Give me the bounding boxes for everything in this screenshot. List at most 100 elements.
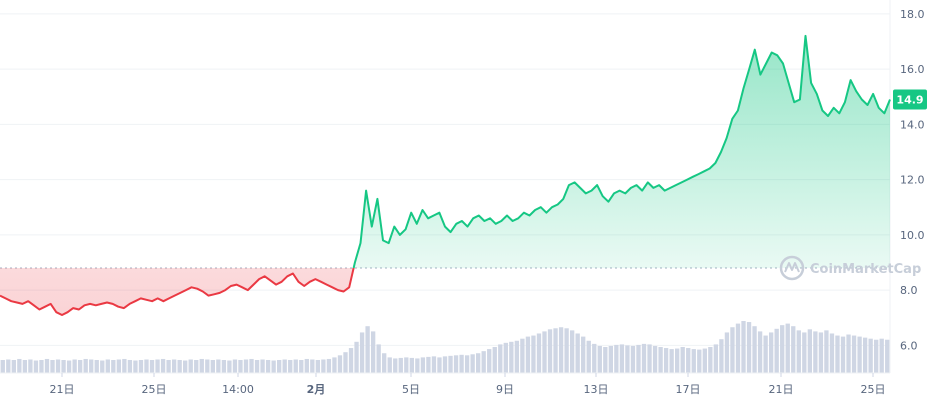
volume-bar <box>11 360 16 373</box>
volume-bar <box>33 360 39 373</box>
volume-bar <box>420 357 426 373</box>
volume-bar <box>536 333 542 373</box>
volume-bar <box>404 357 409 373</box>
volume-bar <box>868 338 873 373</box>
volume-bar <box>476 353 481 373</box>
volume-bar <box>597 345 602 373</box>
volume-bar <box>260 359 265 373</box>
volume-bar <box>94 360 99 373</box>
volume-bar <box>127 360 133 373</box>
volume-bar <box>857 336 862 373</box>
volume-bar <box>647 344 652 373</box>
volume-bar <box>735 323 741 373</box>
y-axis: 6.0 8.0 10.0 12.0 14.0 16.0 18.0 <box>900 8 925 353</box>
volume-bar <box>133 360 138 373</box>
volume-bar <box>249 358 254 373</box>
volume-bar <box>509 341 514 373</box>
volume-bar <box>359 332 365 373</box>
volume-bar <box>227 360 232 373</box>
volume-bar <box>724 332 730 373</box>
y-tick-label: 18.0 <box>900 8 925 21</box>
volume-bar <box>28 359 33 373</box>
volume-bar <box>387 357 392 373</box>
volume-bar <box>663 348 669 373</box>
x-tick-label: 13日 <box>584 383 609 396</box>
volume-bar <box>702 348 707 373</box>
volume-bar <box>829 333 835 373</box>
volume-bar <box>177 360 182 373</box>
y-tick-label: 14.0 <box>900 118 925 131</box>
current-price-badge-background <box>893 89 927 110</box>
volume-bar <box>652 345 658 373</box>
volume-bar <box>885 339 890 373</box>
volume-bar <box>293 359 298 373</box>
volume-bar <box>862 337 868 373</box>
price-area-down <box>0 268 354 315</box>
volume-bar <box>144 359 149 373</box>
volume-bar <box>83 358 88 373</box>
volume-bar <box>188 359 193 373</box>
volume-bar <box>299 360 304 373</box>
volume-bar <box>183 360 188 373</box>
volume-bar <box>846 334 851 373</box>
volume-bar <box>586 340 591 373</box>
volume-bar <box>116 359 122 373</box>
volume-bar <box>149 360 155 373</box>
y-tick-label: 6.0 <box>900 339 918 352</box>
y-tick-label: 10.0 <box>900 229 925 242</box>
volume-bars <box>0 321 890 373</box>
volume-bar <box>50 360 55 373</box>
volume-bar <box>464 355 470 373</box>
volume-bar <box>122 358 127 373</box>
volume-bar <box>39 360 44 373</box>
volume-bar <box>680 347 685 373</box>
volume-bar <box>0 360 5 373</box>
volume-bar <box>547 329 553 373</box>
x-axis: 21日 25日 14:00 2月 5日 9日 13日 17日 21日 25日 <box>0 372 890 396</box>
volume-bar <box>757 331 763 373</box>
volume-bar <box>398 357 403 373</box>
volume-bar <box>625 345 630 373</box>
volume-bar <box>658 347 663 373</box>
volume-bar <box>409 357 414 373</box>
volume-bar <box>415 358 420 373</box>
volume-bar <box>453 355 459 373</box>
volume-bar <box>487 349 492 373</box>
volume-bar <box>77 360 83 373</box>
x-tick-label: 5日 <box>402 383 420 396</box>
volume-bar <box>210 360 215 373</box>
volume-bar <box>288 360 293 373</box>
x-tick-label: 9日 <box>496 383 514 396</box>
volume-bar <box>431 356 437 373</box>
volume-bar <box>6 359 11 373</box>
volume-bar <box>66 360 72 373</box>
volume-bar <box>879 338 884 373</box>
volume-bar <box>459 354 464 373</box>
volume-bar <box>17 358 22 373</box>
volume-bar <box>569 330 575 373</box>
volume-bar <box>785 323 790 373</box>
volume-bar <box>763 335 768 373</box>
current-price-label: 14.9 <box>896 93 923 106</box>
volume-bar <box>315 360 321 373</box>
volume-bar <box>55 359 61 373</box>
volume-bar <box>442 356 448 373</box>
volume-bar <box>232 359 238 373</box>
watermark-label: CoinMarketCap <box>810 262 921 277</box>
volume-bar <box>205 359 210 373</box>
volume-bar <box>636 344 641 373</box>
volume-bar <box>310 359 315 373</box>
volume-bar <box>105 359 110 373</box>
volume-bar <box>791 326 796 373</box>
volume-bar <box>697 349 702 373</box>
volume-bar <box>691 349 696 373</box>
volume-bar <box>780 325 785 373</box>
volume-bar <box>558 327 564 373</box>
volume-bar <box>592 343 597 373</box>
volume-bar <box>470 354 475 373</box>
coinmarketcap-logo-icon <box>779 255 805 281</box>
volume-bar <box>111 360 116 373</box>
volume-bar <box>851 335 857 373</box>
volume-bar <box>348 348 354 373</box>
